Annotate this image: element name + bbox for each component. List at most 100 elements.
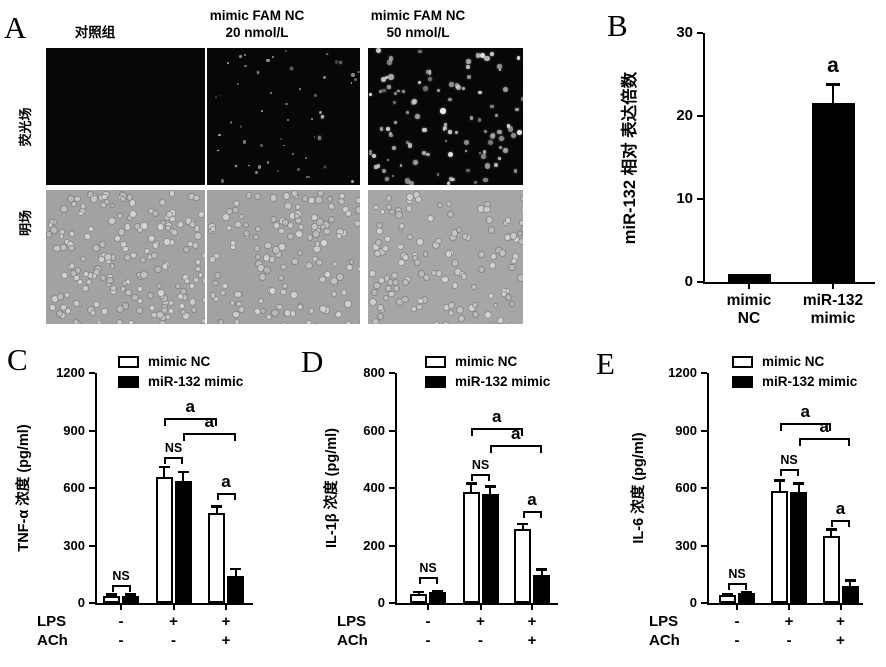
fluorescent-cell-dot xyxy=(325,53,329,56)
treatment-row-label: LPS xyxy=(337,613,367,630)
cell-dot xyxy=(326,195,333,203)
cell-dot xyxy=(414,196,422,204)
cell-dot xyxy=(67,195,76,203)
cell-dot xyxy=(180,287,188,295)
fluorescent-cell-dot xyxy=(313,136,316,138)
treatment-symbol: - xyxy=(734,613,740,630)
significance-label: a xyxy=(185,397,195,417)
cell-dot xyxy=(59,204,68,213)
y-tick-label: 600 xyxy=(63,480,85,495)
error-bar-line xyxy=(489,486,491,495)
cell-dot xyxy=(217,318,224,324)
cell-dot xyxy=(231,310,240,319)
error-bar-cap xyxy=(793,482,804,485)
fluorescent-cell-dot xyxy=(218,133,222,137)
cell-dot xyxy=(202,277,205,284)
significance-bracket-leg xyxy=(164,418,166,427)
cell-dot xyxy=(160,306,169,315)
cell-dot xyxy=(395,211,404,219)
cell-dot xyxy=(293,212,300,219)
fluorescent-cell-dot xyxy=(405,110,410,115)
significance-bracket-leg xyxy=(744,582,747,590)
cell-dot xyxy=(379,208,386,215)
significance-label: NS xyxy=(419,561,437,576)
legend-swatch-white xyxy=(732,356,753,368)
fluorescent-cell-dot xyxy=(489,52,494,56)
treatment-row-label: ACh xyxy=(337,632,368,649)
cell-dot xyxy=(233,200,241,208)
treatment-symbol: - xyxy=(425,632,431,649)
bar-mimic-nc xyxy=(410,593,427,603)
cell-dot xyxy=(237,305,245,314)
bar-mimic-nc xyxy=(771,490,788,603)
y-tick-label: 600 xyxy=(363,422,385,438)
cell-dot xyxy=(308,308,315,314)
cell-dot xyxy=(505,217,512,224)
fluorescent-cell-dot xyxy=(482,150,487,154)
y-tick xyxy=(701,544,707,547)
cell-dot xyxy=(280,288,287,296)
cell-dot xyxy=(105,322,113,324)
significance-bracket-leg xyxy=(181,457,183,465)
cell-dot xyxy=(489,262,496,270)
y-tick-label: 400 xyxy=(363,480,385,495)
x-tick xyxy=(839,605,842,610)
error-bar-cap xyxy=(774,479,785,482)
y-tick xyxy=(389,372,395,374)
fluorescent-cell-dot xyxy=(413,159,419,165)
fluorescent-cell-dot xyxy=(455,131,459,135)
y-axis xyxy=(395,373,397,605)
significance-bracket-leg xyxy=(164,457,166,465)
cell-dot xyxy=(200,251,205,259)
fluorescent-cell-dot xyxy=(314,94,318,98)
cell-dot xyxy=(128,319,135,324)
cell-dot xyxy=(373,281,381,289)
cell-dot xyxy=(83,271,89,277)
y-tick-label: 300 xyxy=(63,537,85,553)
cell-dot xyxy=(86,278,93,285)
fluorescent-cell-dot xyxy=(515,107,520,112)
fluorescent-cell-dot xyxy=(259,144,263,148)
fluorescent-cell-dot xyxy=(448,130,452,134)
cell-dot xyxy=(195,258,202,265)
fluorescent-cell-dot xyxy=(229,121,233,124)
cell-dot xyxy=(311,223,318,230)
fluorescent-cell-dot xyxy=(308,175,311,178)
error-bar-cap xyxy=(826,83,840,86)
x-category-label: mimic NC xyxy=(726,292,772,327)
cell-dot xyxy=(116,318,124,324)
cell-dot xyxy=(287,233,294,241)
cell-dot xyxy=(291,257,299,266)
significance-bracket xyxy=(164,418,217,421)
cell-dot xyxy=(375,221,384,230)
cell-dot xyxy=(426,214,434,223)
treatment-symbol: - xyxy=(425,613,431,630)
significance-bracket-leg xyxy=(418,577,421,585)
fluorescent-cell-dot xyxy=(449,82,455,88)
cell-dot xyxy=(517,230,523,237)
cell-dot xyxy=(130,251,138,259)
cell-dot xyxy=(381,245,389,252)
cell-dot xyxy=(229,239,237,247)
cell-dot xyxy=(284,202,293,211)
significance-bracket-leg xyxy=(522,511,525,518)
fluorescent-cell-dot xyxy=(350,82,353,84)
cell-dot xyxy=(432,320,441,324)
cell-dot xyxy=(339,193,346,200)
cell-dot xyxy=(93,301,100,309)
cell-dot xyxy=(89,309,97,317)
cell-dot xyxy=(336,233,343,240)
treatment-symbol: - xyxy=(171,632,176,649)
cell-dot xyxy=(355,205,360,214)
fluorescent-cell-dot xyxy=(339,61,343,65)
fluorescent-cell-dot xyxy=(467,74,472,79)
significance-bracket xyxy=(779,422,831,425)
cell-dot xyxy=(377,304,384,311)
cell-dot xyxy=(72,299,81,307)
bar-mimic-nc xyxy=(822,535,840,603)
fluorescent-cell-dot xyxy=(235,165,238,167)
y-tick-label: 600 xyxy=(675,480,697,495)
y-tick-label: 800 xyxy=(363,365,385,380)
cell-dot xyxy=(445,250,453,258)
